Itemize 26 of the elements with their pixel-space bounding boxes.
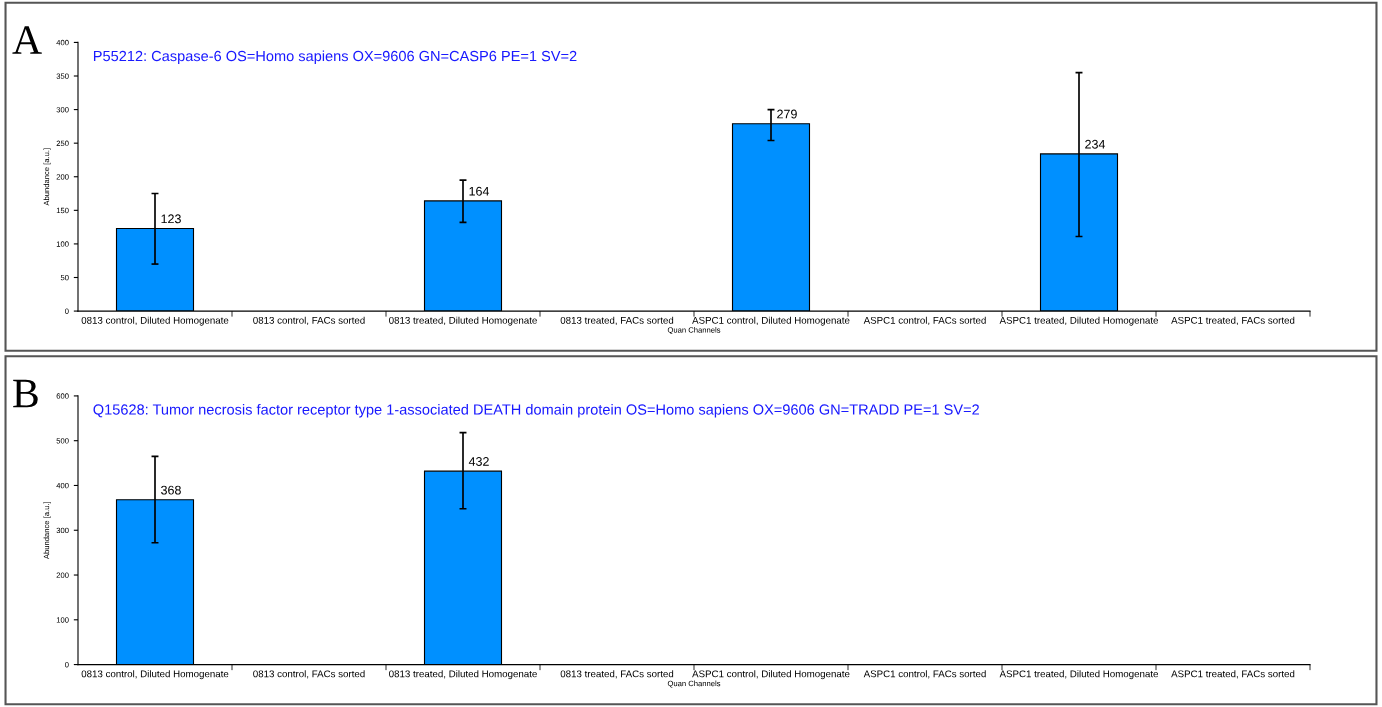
x-tick-label: ASPC1 treated, Diluted Homogenate xyxy=(999,670,1159,680)
x-tick-label: ASPC1 treated, FACs sorted xyxy=(1171,316,1295,325)
x-tick-label: ASPC1 control, Diluted Homogenate xyxy=(692,670,850,680)
text: A xyxy=(12,26,42,54)
x-tick-label: ASPC1 control, FACs sorted xyxy=(863,316,986,325)
x-tick-label: ASPC1 treated, Diluted Homogenate xyxy=(999,316,1159,326)
x-tick-label: 0813 control, Diluted Homogenate xyxy=(81,670,229,680)
x-tick-label: 0813 treated, FACs sorted xyxy=(560,670,674,679)
x-tick-label: 0813 treated, Diluted Homogenate xyxy=(389,670,537,680)
x-tick-label: ASPC1 control, Diluted Homogenate xyxy=(692,316,850,326)
text: Q15628: Tumor necrosis factor receptor type 1-associated DEATH domain protein OS=Homo sapiens OX=9606 GN=TRADD PE=1 SV=2 xyxy=(93,403,979,418)
data-label: 164 xyxy=(469,186,490,196)
x-tick-label: 0813 control, Diluted Homogenate xyxy=(81,316,229,326)
data-label: 234 xyxy=(1085,139,1106,149)
text: P55212: Caspase-6 OS=Homo sapiens OX=9606 GN=CASP6 PE=1 SV=2 xyxy=(93,50,577,65)
data-label: 279 xyxy=(777,109,797,119)
x-tick-label: 0813 treated, FACs sorted xyxy=(560,316,674,325)
text: B xyxy=(13,379,38,408)
x-tick-label: 0813 control, FACs sorted xyxy=(253,670,365,679)
x-tick-label: 0813 control, FACs sorted xyxy=(253,316,365,325)
x-tick-label: 0813 treated, Diluted Homogenate xyxy=(389,316,537,326)
data-label: 432 xyxy=(468,457,489,466)
x-tick-label: ASPC1 control, FACs sorted xyxy=(863,670,986,679)
data-label: 368 xyxy=(161,485,181,495)
x-tick-label: ASPC1 treated, FACs sorted xyxy=(1171,670,1295,679)
data-label: 123 xyxy=(161,214,181,224)
